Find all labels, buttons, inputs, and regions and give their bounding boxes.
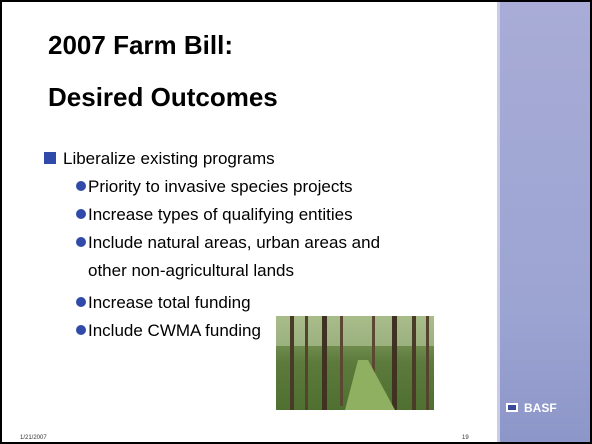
sub-bullet-text: Include CWMA funding <box>88 321 261 340</box>
sub-bullet-dot <box>76 325 86 335</box>
sub-bullet-text: other non-agricultural lands <box>88 261 294 280</box>
bullet-text: Liberalize existing programs <box>63 149 275 168</box>
sub-bullet-dot <box>76 181 86 191</box>
title-line: Desired Outcomes <box>48 82 278 112</box>
sub-bullet-text: Increase total funding <box>88 293 251 312</box>
sub-bullet-dot <box>76 237 86 247</box>
slide: 2007 Farm Bill: Desired Outcomes Liberal… <box>0 0 592 444</box>
sidebar-edge <box>497 2 500 442</box>
footer-page: 19 <box>462 435 469 441</box>
sub-bullet-dot <box>76 297 86 307</box>
title-line: 2007 Farm Bill: <box>48 30 233 60</box>
forest-photo <box>276 316 434 410</box>
logo-text: BASF <box>524 401 557 415</box>
sub-bullet-text: Include natural areas, urban areas and <box>88 233 380 252</box>
logo-mark-inner <box>508 405 516 410</box>
sub-bullet-text: Increase types of qualifying entities <box>88 205 353 224</box>
sub-bullet-text: Priority to invasive species projects <box>88 177 353 196</box>
sidebar <box>497 2 590 442</box>
sub-bullet-dot <box>76 209 86 219</box>
bullet-square <box>44 152 56 164</box>
footer-date: 1/21/2007 <box>20 435 47 441</box>
